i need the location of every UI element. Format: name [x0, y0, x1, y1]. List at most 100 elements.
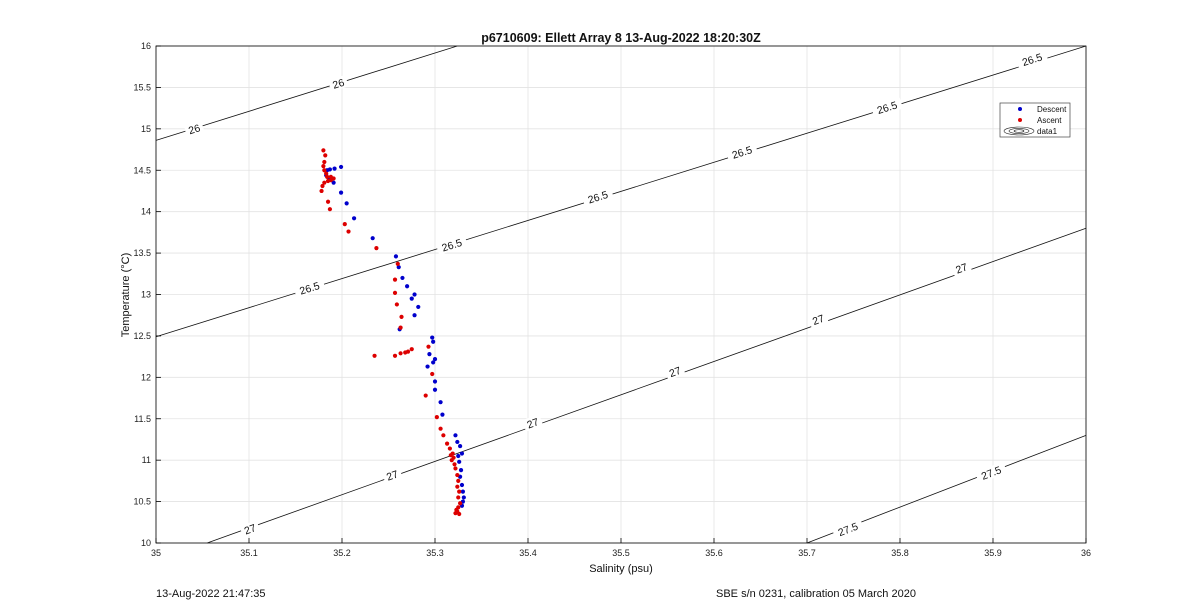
data-point-descent: [393, 254, 399, 259]
x-tick-label: 35.6: [705, 548, 723, 558]
legend-marker-descent: [1018, 107, 1022, 111]
contour-label-bg: [870, 97, 904, 118]
x-tick-label: 35.8: [891, 548, 909, 558]
x-axis-label: Salinity (psu): [589, 563, 653, 575]
legend-label-descent: Descent: [1037, 105, 1067, 114]
y-tick-label: 12.5: [133, 331, 151, 341]
contour-label-bg: [239, 520, 261, 538]
data-point-descent: [459, 451, 465, 456]
x-tick-label: 35.7: [798, 548, 816, 558]
y-tick-label: 10.5: [133, 497, 151, 507]
y-tick-label: 14: [141, 207, 151, 217]
data-point-descent: [432, 379, 438, 384]
y-tick-label: 16: [141, 41, 151, 51]
contour-label-bg: [581, 186, 614, 207]
contour-label: 26.5: [876, 99, 899, 117]
contour-label-bg: [725, 141, 759, 163]
y-tick-label: 12: [141, 372, 151, 382]
contour-label-bg: [183, 120, 205, 138]
data-point-descent: [457, 459, 462, 464]
data-point-ascent: [426, 344, 431, 349]
data-point-descent: [344, 201, 349, 206]
data-point-ascent: [399, 314, 404, 319]
data-point-descent: [427, 352, 432, 357]
data-point-ascent: [457, 489, 462, 494]
data-point-descent: [432, 357, 438, 362]
contour-label: 27: [385, 468, 400, 483]
data-point-descent: [412, 292, 417, 297]
contour-label-bg: [327, 74, 349, 92]
density-contour-line: [155, 45, 458, 141]
data-point-descent: [396, 265, 401, 270]
data-point-ascent: [409, 347, 414, 352]
data-point-ascent: [322, 159, 327, 165]
contour-label: 27: [668, 365, 683, 380]
data-point-descent: [425, 364, 430, 369]
y-tick-label: 15.5: [133, 82, 151, 92]
contour-label-bg: [807, 310, 829, 329]
data-point-descent: [460, 489, 465, 494]
contour-label: 27: [243, 522, 258, 537]
data-point-descent: [331, 180, 336, 185]
data-point-ascent: [398, 325, 403, 330]
contour-label: 27.5: [837, 521, 861, 540]
data-point-ascent: [448, 453, 453, 458]
data-point-ascent: [455, 472, 460, 478]
x-tick-label: 35.2: [333, 548, 351, 558]
data-point-descent: [453, 433, 458, 438]
data-point-ascent: [374, 246, 379, 251]
data-point-ascent: [444, 441, 450, 446]
data-point-ascent: [323, 153, 328, 158]
legend-box: [999, 102, 1071, 138]
contour-label-bg: [293, 277, 326, 299]
data-point-ascent: [447, 446, 452, 451]
contour-label: 26: [331, 77, 346, 92]
data-point-ascent: [455, 484, 460, 489]
data-point-descent: [459, 482, 465, 488]
legend-label-data1: data1: [1037, 127, 1058, 136]
chart-title: p6710609: Ellett Array 8 13-Aug-2022 18:…: [481, 31, 761, 45]
data-point-ascent: [398, 351, 403, 356]
contour-label-bg: [974, 461, 1008, 484]
y-tick-label: 10: [141, 538, 151, 548]
data-point-ascent: [321, 164, 326, 169]
data-point-descent: [458, 468, 464, 473]
contour-label-bg: [381, 466, 403, 484]
data-point-ascent: [394, 302, 399, 307]
contour-label-bg: [831, 517, 865, 540]
data-point-ascent: [456, 495, 461, 500]
footer-timestamp: 13-Aug-2022 21:47:35: [156, 588, 266, 600]
contour-label: 27.5: [980, 464, 1004, 483]
data-point-ascent: [438, 426, 443, 431]
contour-label-bg: [522, 414, 544, 432]
contour-label: 27: [525, 416, 540, 431]
data-point-descent: [438, 400, 443, 405]
contour-label-bg: [1015, 49, 1049, 70]
data-point-ascent: [456, 478, 461, 483]
data-point-descent: [412, 313, 417, 318]
data-point-ascent: [451, 455, 456, 460]
data-point-descent: [409, 296, 414, 301]
data-point-ascent: [434, 414, 439, 420]
contour-label: 26: [187, 122, 202, 137]
data-point-ascent: [454, 507, 459, 512]
data-point-descent: [431, 339, 436, 344]
data-point-ascent: [453, 466, 458, 471]
data-point-ascent: [392, 277, 398, 282]
data-point-descent: [458, 443, 463, 449]
y-tick-label: 13: [141, 290, 151, 300]
grid: [155, 45, 1087, 544]
data-point-ascent: [346, 229, 351, 234]
data-point-ascent: [324, 171, 329, 176]
data-point-descent: [338, 164, 344, 170]
data-point-descent: [431, 360, 436, 365]
data-point-ascent: [372, 353, 377, 358]
data-point-descent: [461, 495, 466, 500]
contour-label: 26.5: [731, 144, 754, 162]
contour-label-bg: [664, 362, 686, 381]
x-tick-label: 35.5: [612, 548, 630, 558]
data-point-ascent: [453, 511, 458, 516]
data-point-descent: [440, 412, 445, 417]
x-tick-label: 36: [1081, 548, 1091, 558]
